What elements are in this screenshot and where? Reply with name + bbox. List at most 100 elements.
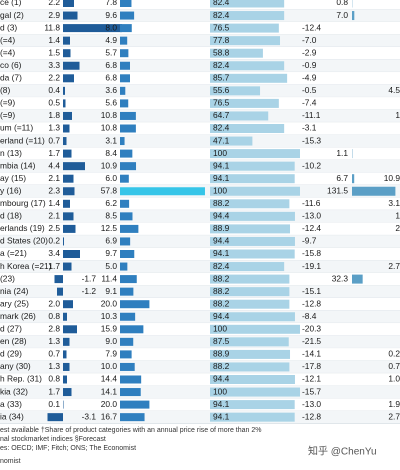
cell: 1.1 xyxy=(336,148,348,158)
bar xyxy=(120,313,135,321)
cell: 20.0 xyxy=(101,298,118,308)
bar xyxy=(63,62,80,70)
cell: 16.7 xyxy=(101,411,118,421)
cell: 85.7 xyxy=(213,73,230,83)
bar xyxy=(57,288,63,296)
cell: 88.2 xyxy=(213,298,230,308)
cell: -0.5 xyxy=(302,85,317,95)
country: da (7) xyxy=(0,73,22,83)
cell: -15.7 xyxy=(302,386,321,396)
cell: -13.0 xyxy=(302,399,321,409)
cell: 2.3 xyxy=(48,185,60,195)
cell: 94.1 xyxy=(213,399,230,409)
cell: 88.9 xyxy=(213,223,230,233)
row-bg xyxy=(0,248,400,261)
cell: 0.5 xyxy=(48,98,60,108)
country: um (=11) xyxy=(0,123,33,133)
bar xyxy=(63,350,67,358)
bar xyxy=(352,187,395,196)
country: ary (25) xyxy=(0,298,29,308)
bar xyxy=(120,212,132,220)
bar xyxy=(120,275,137,283)
cell: 2.1 xyxy=(48,211,60,221)
cell: 0.7 xyxy=(48,135,60,145)
row-bg xyxy=(0,386,400,399)
watermark: 知乎 @ChenYu xyxy=(308,445,377,458)
cell: -12.4 xyxy=(302,22,321,32)
cell: 11.4 xyxy=(101,273,117,283)
cell: 58.8 xyxy=(213,47,230,57)
cell: 1 xyxy=(395,211,400,221)
cell: 76.5 xyxy=(213,22,230,32)
cell: 6.0 xyxy=(105,173,117,183)
cell: -11.1 xyxy=(302,110,321,120)
row-bg xyxy=(0,323,400,336)
bar xyxy=(120,99,128,107)
cell: 82.4 xyxy=(213,123,230,133)
cell: -3.1 xyxy=(302,123,317,133)
cell: 8.4 xyxy=(105,148,117,158)
cell: -19.1 xyxy=(302,261,321,271)
country: (=9) xyxy=(0,110,15,120)
row-bg xyxy=(0,210,400,223)
bar xyxy=(120,225,138,233)
bar xyxy=(63,125,70,133)
cell: 55.6 xyxy=(213,85,230,95)
cell: 76.5 xyxy=(213,98,230,108)
cell: 12.5 xyxy=(101,223,118,233)
country: (8) xyxy=(0,85,10,95)
cell: 4.9 xyxy=(105,35,117,45)
country: n (13) xyxy=(0,148,22,158)
cell: 94.1 xyxy=(213,160,230,170)
cell: 10.8 xyxy=(101,110,118,120)
cell: 2.7 xyxy=(388,411,400,421)
bar xyxy=(63,225,76,233)
cell: 1.4 xyxy=(48,35,60,45)
cell: 1.3 xyxy=(48,123,60,133)
bar xyxy=(63,401,64,409)
cell: 9.7 xyxy=(105,248,117,258)
bar xyxy=(63,175,74,183)
bar xyxy=(120,87,125,95)
bar xyxy=(120,250,134,258)
cell: 82.4 xyxy=(213,0,230,7)
bar xyxy=(120,37,127,45)
country: mark (26) xyxy=(0,311,36,321)
cell: -9.7 xyxy=(302,236,317,246)
bar xyxy=(63,338,70,346)
country: a (=21) xyxy=(0,248,27,258)
bar xyxy=(120,187,205,195)
cell: 94.1 xyxy=(213,173,230,183)
cell: -4.9 xyxy=(302,73,317,83)
cell: -0.9 xyxy=(302,60,317,70)
row-bg xyxy=(0,361,400,374)
cell: 82.4 xyxy=(213,261,230,271)
cell: 2.2 xyxy=(48,73,60,83)
cell: 1.7 xyxy=(48,261,60,271)
row-bg xyxy=(0,235,400,248)
cell: -12.8 xyxy=(302,411,321,421)
cell: 0.1 xyxy=(48,399,60,409)
country: gal (2) xyxy=(0,10,24,20)
cell: 2.2 xyxy=(48,0,60,7)
bar xyxy=(120,388,141,396)
cell: 57.8 xyxy=(101,185,118,195)
cell: 1 xyxy=(395,110,400,120)
bar xyxy=(120,175,129,183)
row-bg xyxy=(0,47,400,60)
cell: 5.0 xyxy=(105,261,117,271)
cell: 6.8 xyxy=(105,60,117,70)
country: erland (=11) xyxy=(0,135,45,145)
cell: 6.7 xyxy=(336,173,348,183)
cell: 1.4 xyxy=(48,198,60,208)
cell: 4.4 xyxy=(48,160,60,170)
cell: 10.9 xyxy=(101,160,118,170)
bar xyxy=(63,300,73,308)
country: (=4) xyxy=(0,47,15,57)
cell: 20.0 xyxy=(101,399,118,409)
cell: 5.7 xyxy=(105,47,117,57)
cell: -1.2 xyxy=(82,286,97,296)
country: h Rep. (31) xyxy=(0,374,42,384)
country: mbia (14) xyxy=(0,160,36,170)
bar xyxy=(120,237,130,245)
